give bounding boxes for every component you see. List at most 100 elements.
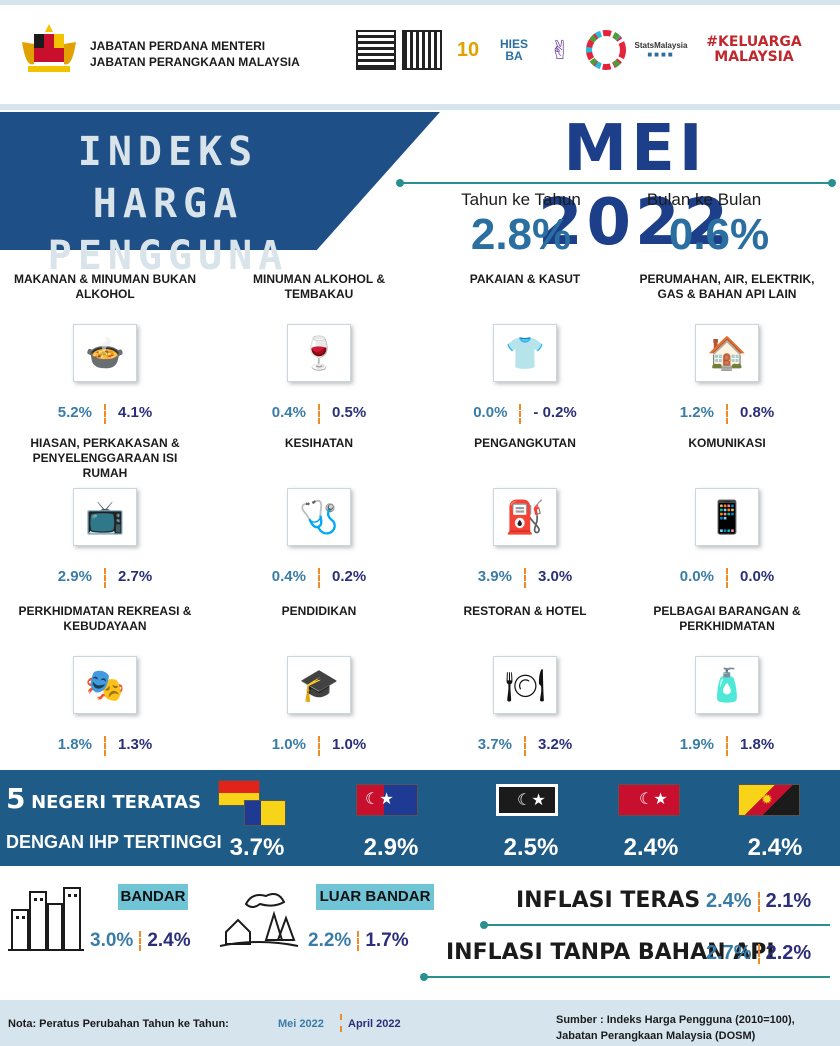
wine-bottle-icon: 🍷 xyxy=(287,324,351,382)
category-apr-value: 0.2% xyxy=(332,568,367,585)
category-label: PENDIDIKAN xyxy=(281,604,357,618)
qr-code-icon[interactable] xyxy=(402,30,442,70)
category-label: MAKANAN & MINUMAN BUKAN ALKOHOL xyxy=(14,272,196,301)
category-label: RESTORAN & HOTEL xyxy=(463,604,587,618)
value-separator xyxy=(139,931,142,951)
value-separator xyxy=(104,736,106,756)
category-may-value: 0.0% xyxy=(679,568,714,585)
rural-values: 2.2% 1.7% xyxy=(308,930,409,952)
clothing-icon: 👕 xyxy=(493,324,557,382)
source-line-1: Sumber : Indeks Harga Pengguna (2010=100… xyxy=(556,1014,795,1026)
stats-malaysia-logo: StatsMalaysia ■■■■ xyxy=(632,30,690,70)
category-may-value: 1.2% xyxy=(679,404,714,421)
top-states-title-rest: NEGERI TERATAS xyxy=(31,792,202,813)
state-value: 2.5% xyxy=(503,834,559,861)
category-values: 0.4% 0.2% xyxy=(224,568,414,588)
value-separator xyxy=(104,568,106,588)
underline-dot xyxy=(828,179,836,187)
social-media-icons: ■■■■ xyxy=(647,50,675,59)
divider-dot xyxy=(480,921,488,929)
header-divider xyxy=(0,104,840,110)
no-fuel-inflation-values: 2.7% 2.2% xyxy=(706,942,811,965)
title-line-1: INDEKS HARGA xyxy=(77,129,259,227)
value-separator xyxy=(757,943,760,964)
restaurant-icon: 🍽 xyxy=(493,656,557,714)
yoy-value: 2.8% xyxy=(470,210,572,259)
category-may-value: 0.4% xyxy=(271,404,306,421)
footer-source: Sumber : Indeks Harga Pengguna (2010=100… xyxy=(556,1012,795,1044)
rural-house-icon xyxy=(216,884,302,968)
urban-values: 3.0% 2.4% xyxy=(90,930,191,952)
footer-note: Nota: Peratus Perubahan Tahun ke Tahun: xyxy=(8,1018,229,1030)
category-apr-value: 4.1% xyxy=(118,404,153,421)
rural-may-value: 2.2% xyxy=(308,930,352,951)
category-values: 3.7% 3.2% xyxy=(430,736,620,756)
category-label: KESIHATAN xyxy=(284,436,354,450)
footer-bar xyxy=(0,1000,840,1046)
category-values: 1.8% 1.3% xyxy=(10,736,200,756)
no-fuel-inflation-label: INFLASI TANPA BAHAN API xyxy=(446,940,775,965)
source-line-2: Jabatan Perangkaan Malaysia (DOSM) xyxy=(556,1030,756,1042)
divider-dot xyxy=(420,973,428,981)
state-value: 2.4% xyxy=(747,834,803,861)
partner-logos: 10 HIES BA ✌ StatsMalaysia ■■■■ #KELUARG… xyxy=(356,30,812,70)
category-may-value: 2.9% xyxy=(57,568,92,585)
no-fuel-may-value: 2.7% xyxy=(706,942,752,964)
yoy-label: Tahun ke Tahun xyxy=(461,190,581,209)
state-value: 2.9% xyxy=(363,834,419,861)
graduation-cap-icon: 🎓 xyxy=(287,656,351,714)
top-accent-bar xyxy=(0,0,840,5)
category-apr-value: - 0.2% xyxy=(533,404,577,421)
reference-month: MEI 2022 xyxy=(537,112,733,260)
value-separator xyxy=(318,736,320,756)
urban-tag: BANDAR xyxy=(118,884,188,910)
legend-april: April 2022 xyxy=(348,1018,401,1030)
phone-icon: 📱 xyxy=(695,488,759,546)
category-apr-value: 2.7% xyxy=(118,568,153,585)
qr-code-icon[interactable] xyxy=(356,30,396,70)
category-apr-value: 0.8% xyxy=(740,404,775,421)
category-label: PELBAGAI BARANGAN & PERKHIDMATAN xyxy=(653,604,801,633)
value-separator xyxy=(524,736,526,756)
category-label: PERKHIDMATAN REKREASI & KEBUDAYAAN xyxy=(18,604,192,633)
hand-logo-icon: ✌ xyxy=(549,34,571,65)
category-may-value: 1.9% xyxy=(679,736,714,753)
kuala-lumpur-flag-icon xyxy=(244,800,286,826)
category-values: 5.2% 4.1% xyxy=(10,404,200,424)
value-separator xyxy=(519,404,522,424)
category-label: PENGANGKUTAN xyxy=(474,436,576,450)
divider-line xyxy=(484,924,830,926)
city-buildings-icon xyxy=(8,880,84,966)
value-separator xyxy=(726,568,728,588)
category-values: 0.4% 0.5% xyxy=(224,404,414,424)
category-values: 1.9% 1.8% xyxy=(632,736,822,756)
legend-separator xyxy=(340,1014,342,1032)
category-may-value: 3.7% xyxy=(477,736,512,753)
keluarga-malaysia-logo: #KELUARGA MALAYSIA xyxy=(706,34,802,65)
core-inflation-values: 2.4% 2.1% xyxy=(706,890,811,913)
kelantan-flag-icon: ☾★ xyxy=(618,784,680,816)
agency-name: JABATAN PERDANA MENTERI JABATAN PERANGKA… xyxy=(90,38,300,70)
value-separator xyxy=(357,931,360,951)
category-may-value: 3.9% xyxy=(477,568,512,585)
urban-may-value: 3.0% xyxy=(90,930,134,951)
category-label: MINUMAN ALKOHOL & TEMBAKAU xyxy=(253,272,385,301)
core-may-value: 2.4% xyxy=(706,890,752,912)
hies-logo: HIES BA xyxy=(499,37,528,63)
category-apr-value: 0.5% xyxy=(332,404,367,421)
category-values: 0.0% 0.0% xyxy=(632,568,822,588)
category-may-value: 0.4% xyxy=(271,568,306,585)
category-label: PERUMAHAN, AIR, ELEKTRIK, GAS & BAHAN AP… xyxy=(639,272,815,301)
category-apr-value: 3.0% xyxy=(538,568,573,585)
title-underline xyxy=(400,182,832,184)
divider-line xyxy=(424,976,830,978)
agency-line-2: JABATAN PERANGKAAN MALAYSIA xyxy=(90,55,300,69)
state-value: 2.4% xyxy=(623,834,679,861)
category-label: PAKAIAN & KASUT xyxy=(469,272,581,286)
state-value: 3.7% xyxy=(229,834,285,861)
category-label: HIASAN, PERKAKASAN & PENYELENGGARAAN ISI… xyxy=(30,436,180,480)
value-separator xyxy=(726,404,728,424)
transport-icon: ⛽ xyxy=(493,488,557,546)
house-icon: 🏠 xyxy=(695,324,759,382)
category-apr-value: 1.3% xyxy=(118,736,153,753)
